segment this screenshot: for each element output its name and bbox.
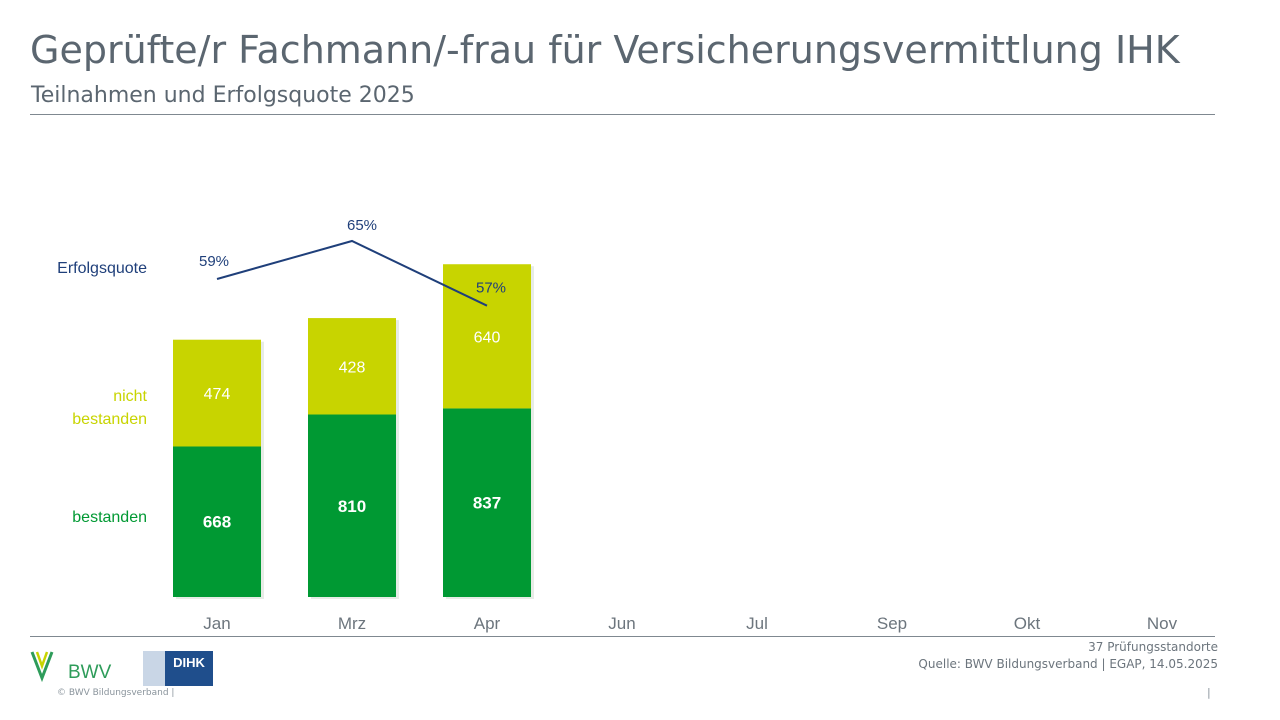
x-tick-jul: Jul — [746, 614, 768, 633]
x-tick-nov: Nov — [1147, 614, 1178, 633]
legend-failed-label-line1: nicht — [113, 388, 147, 405]
x-tick-sep: Sep — [877, 614, 907, 633]
legend-failed-label-line2: bestanden — [72, 411, 147, 428]
locations-note: 37 Prüfungsstandorte — [1088, 640, 1218, 654]
legend-rate-label: Erfolgsquote — [57, 260, 147, 277]
x-tick-mrz: Mrz — [338, 614, 366, 633]
page-subtitle: Teilnahmen und Erfolgsquote 2025 — [31, 83, 415, 108]
dihk-logo-text: DIHK — [165, 651, 213, 686]
page-title: Geprüfte/r Fachmann/-frau für Versicheru… — [30, 28, 1180, 72]
x-tick-jun: Jun — [608, 614, 635, 633]
rate-label-jan: 59% — [199, 253, 229, 270]
page-number-separator: | — [1207, 686, 1211, 699]
header-divider — [30, 114, 1215, 115]
bar-passed-mrz — [308, 414, 396, 597]
x-tick-okt: Okt — [1014, 614, 1041, 633]
x-tick-apr: Apr — [474, 614, 501, 633]
label-failed-mrz: 428 — [339, 359, 366, 376]
label-failed-apr: 640 — [474, 329, 501, 346]
bar-failed-mrz — [308, 318, 396, 415]
label-passed-apr: 837 — [473, 494, 501, 513]
legend-passed-label: bestanden — [72, 509, 147, 526]
dihk-logo: DIHK — [143, 651, 213, 686]
axis-baseline-divider — [30, 636, 1215, 637]
bar-passed-jan — [173, 446, 261, 597]
rate-label-apr: 57% — [476, 280, 506, 297]
bwv-logo: BWV — [30, 648, 120, 688]
label-passed-mrz: 810 — [338, 497, 366, 516]
success-rate-line — [216, 239, 488, 307]
bar-passed-apr — [443, 408, 531, 597]
bar-failed-jan — [173, 339, 261, 447]
x-tick-jan: Jan — [203, 614, 230, 633]
label-failed-jan: 474 — [204, 386, 231, 403]
copyright-note: © BWV Bildungsverband | — [57, 688, 175, 698]
source-note: Quelle: BWV Bildungsverband | EGAP, 14.0… — [918, 657, 1218, 671]
rate-label-mrz: 65% — [347, 217, 377, 234]
stacked-bar-chart: Erfolgsquote nicht bestanden bestanden 668 4… — [57, 217, 1178, 633]
label-passed-jan: 668 — [203, 513, 231, 532]
bwv-logo-text: BWV — [68, 662, 112, 683]
bar-failed-apr — [443, 264, 531, 409]
